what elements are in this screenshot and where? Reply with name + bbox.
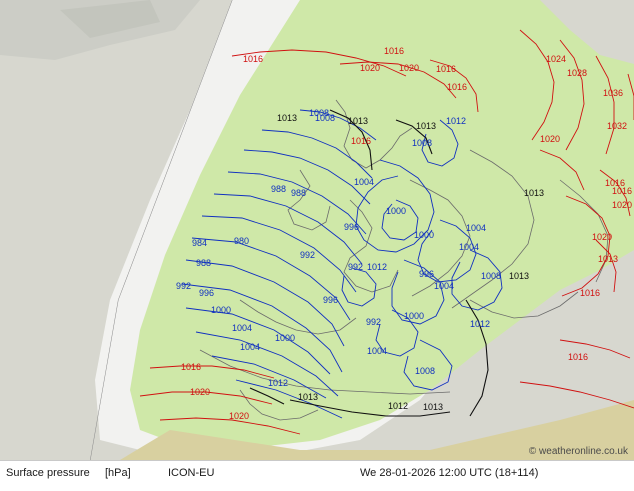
isobar-label: 1020 — [229, 411, 249, 421]
isobar-label: 1016 — [605, 178, 625, 188]
isobar-label: 992 — [366, 317, 381, 327]
isobar-label: 1016 — [384, 46, 404, 56]
isobar-label: 1020 — [190, 387, 210, 397]
isobar-label: 988 — [196, 258, 211, 268]
isobar-label: 1012 — [367, 262, 387, 272]
land-layer — [0, 0, 634, 460]
weather-map: 1016 1016 1020 1020 1016 1024 1028 1036 1016 1008… — [0, 0, 634, 460]
isobar-label: 992 — [348, 262, 363, 272]
domain-boundary — [90, 0, 233, 460]
isobar-label: 1008 — [309, 108, 329, 118]
isobar-label: 988 — [291, 188, 306, 198]
map-footer: Surface pressure [hPa] ICON-EU We 28-01-… — [0, 460, 634, 491]
isobar-label: 1004 — [434, 281, 454, 291]
isobar-label: 1036 — [603, 88, 623, 98]
isobar-low-layer — [181, 109, 503, 419]
isobar-label: 1013 — [348, 116, 368, 126]
isobar-label: 1016 — [612, 186, 632, 196]
isobar-label: 1020 — [612, 200, 632, 210]
isobar-label: 996 — [323, 295, 338, 305]
isobar-label: 1013 — [298, 392, 318, 402]
isobar-label: 1016 — [243, 54, 263, 64]
isobar-label: 1004 — [232, 323, 252, 333]
isobar-label: 1012 — [470, 319, 490, 329]
isobar-label: 1020 — [540, 134, 560, 144]
isobar-high-layer — [139, 29, 634, 435]
isobar-label: 992 — [300, 250, 315, 260]
isobar-label: 1004 — [459, 242, 479, 252]
isobar-label: 1013 — [598, 254, 618, 264]
copyright-credit: © weatheronline.co.uk — [528, 446, 628, 457]
isobar-label: 1000 — [386, 206, 406, 216]
isobar-label: 1012 — [388, 401, 408, 411]
isobar-label: 988 — [271, 184, 286, 194]
isobar-label: 1013 — [509, 271, 529, 281]
isobar-label: 1013 — [524, 188, 544, 198]
isobar-label: 1012 — [446, 116, 466, 126]
isobar-label: 1013 — [277, 113, 297, 123]
isobar-label: 1000 — [211, 305, 231, 315]
isobar-label: 1013 — [423, 402, 443, 412]
isobar-label: 996 — [199, 288, 214, 298]
isobar-label: 996 — [419, 269, 434, 279]
isobar-label: 1016 — [568, 352, 588, 362]
isobar-label: 1016 — [447, 82, 467, 92]
footer-title: Surface pressure — [6, 467, 90, 479]
isobar-label: 1028 — [567, 68, 587, 78]
isobar-label: 1000 — [404, 311, 424, 321]
footer-model: ICON-EU — [168, 467, 215, 479]
isobar-label: 1032 — [607, 121, 627, 131]
isobar-label: 980 — [234, 236, 249, 246]
isobar-label: 1020 — [592, 232, 612, 242]
isobar-label: 1016 — [351, 136, 371, 146]
isobar-label: 1012 — [268, 378, 288, 388]
isobar-label: 996 — [344, 222, 359, 232]
isobar-label: 1016 — [181, 362, 201, 372]
isobar-label: 1004 — [466, 223, 486, 233]
isobar-label: 1004 — [354, 177, 374, 187]
isobar-label: 1008 — [415, 366, 435, 376]
isobar-label: 1004 — [367, 346, 387, 356]
isobar-label: 1008 — [315, 113, 335, 123]
isobar-label: 1008 — [412, 138, 432, 148]
isobar-label: 992 — [176, 281, 191, 291]
footer-unit: [hPa] — [105, 467, 131, 479]
isobar-label: 1016 — [436, 64, 456, 74]
isobar-label: 1004 — [240, 342, 260, 352]
isobar-label: 1000 — [414, 230, 434, 240]
footer-datetime: We 28-01-2026 12:00 UTC (18+114) — [360, 467, 539, 479]
isobar-label: 1000 — [275, 333, 295, 343]
isobar-label: 1016 — [580, 288, 600, 298]
isobar-label: 1020 — [360, 63, 380, 73]
isobar-label: 1024 — [546, 54, 566, 64]
isobar-label: 1020 — [399, 63, 419, 73]
isobar-mid-layer — [249, 109, 489, 417]
isobar-label: 1008 — [481, 271, 501, 281]
isobar-label: 1013 — [416, 121, 436, 131]
isobar-label: 984 — [192, 238, 207, 248]
